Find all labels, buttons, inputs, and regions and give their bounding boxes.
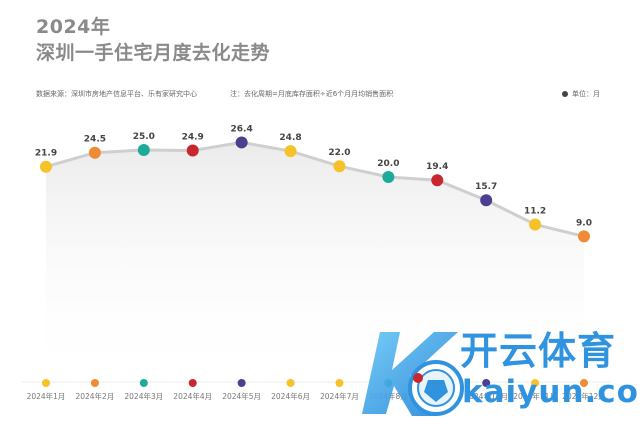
data-point	[40, 160, 52, 173]
x-axis-dot	[42, 379, 50, 387]
x-tick-label: 2024年3月	[124, 391, 163, 401]
data-label: 26.4	[231, 124, 253, 134]
data-label: 24.9	[182, 133, 204, 143]
watermark-logo: 开云体育 kaiyun.com	[352, 318, 640, 430]
data-label: 11.2	[524, 207, 546, 217]
data-label: 24.8	[279, 133, 301, 143]
data-point	[235, 136, 248, 149]
data-source: 数据来源：深圳市房地产信息平台、乐有家研究中心	[36, 90, 197, 98]
area-fill	[46, 142, 584, 382]
k-logo-icon	[362, 332, 464, 416]
data-point	[137, 144, 150, 156]
data-point	[382, 171, 395, 183]
x-tick-label: 2024年1月	[27, 391, 66, 401]
x-axis-dot	[580, 379, 588, 387]
series-line	[45, 140, 585, 238]
data-point	[431, 174, 444, 187]
x-tick-label: 2024年11月	[513, 391, 557, 401]
data-point	[529, 218, 542, 231]
x-axis-dot	[237, 379, 246, 387]
data-label: 20.0	[377, 159, 399, 169]
x-tick-label: 2024年4月	[173, 391, 212, 401]
data-label: 25.0	[133, 132, 155, 142]
data-point	[88, 146, 101, 159]
data-label: 15.7	[475, 182, 497, 192]
data-label: 24.5	[84, 135, 106, 145]
chart-title: 深圳一手住宅月度去化走势	[36, 42, 271, 64]
data-point	[333, 160, 346, 173]
x-axis-dot	[139, 379, 148, 387]
x-axis-dot	[482, 379, 491, 387]
unit-dot-icon	[562, 91, 568, 97]
data-point	[578, 230, 590, 243]
data-label: 9.0	[576, 218, 592, 228]
x-tick-label: 2024年5月	[222, 391, 261, 401]
data-label: 21.9	[35, 149, 57, 159]
x-tick-label: 2024年12月	[562, 391, 606, 401]
unit-text: 单位：月	[572, 90, 600, 98]
data-label: 19.4	[426, 162, 448, 172]
chart-note: 注：去化周期=月底库存面积÷近6个月月均销售面积	[230, 90, 394, 98]
x-tick-label: 2024年7月	[320, 391, 359, 401]
x-tick-label: 2024年6月	[271, 391, 310, 401]
watermark-cn: 开云体育	[460, 329, 617, 373]
data-label: 22.0	[328, 148, 350, 158]
x-axis-dot	[531, 379, 540, 387]
x-axis-dot	[286, 379, 295, 387]
x-tick-label: 2024年2月	[75, 391, 114, 401]
x-tick-label: 2024年10月	[464, 391, 508, 401]
x-axis-dot	[335, 379, 344, 387]
chart-year: 2024年	[36, 16, 111, 38]
data-point	[284, 145, 297, 158]
x-axis-dot	[90, 379, 99, 387]
unit-label: 单位：月	[562, 89, 600, 99]
data-point	[480, 194, 493, 207]
data-point	[186, 144, 199, 157]
x-axis-dot	[188, 379, 197, 387]
watermark-en: kaiyun.com	[462, 374, 640, 410]
